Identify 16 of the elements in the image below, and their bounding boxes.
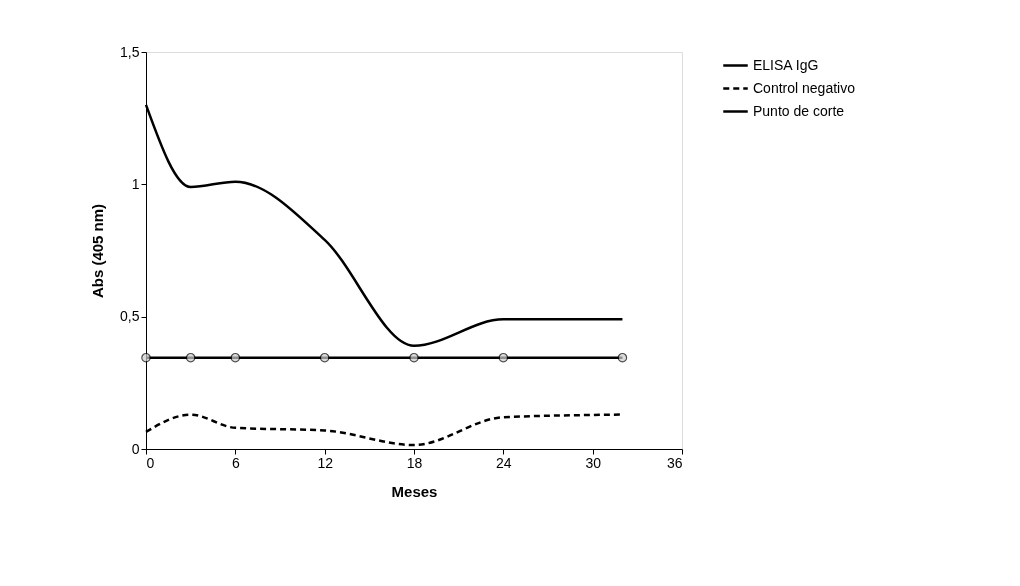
x-tick-label: 12 — [317, 454, 334, 471]
x-tick-label: 24 — [496, 454, 512, 471]
x-axis-title: Meses — [391, 482, 438, 500]
x-tick-label: 6 — [231, 454, 240, 471]
legend-label: Punto de corte — [753, 102, 845, 119]
y-tick-label: 0,5 — [120, 308, 140, 325]
y-tick-label: 1 — [131, 175, 140, 192]
legend-label: ELISA IgG — [753, 56, 819, 73]
x-tick-label: 18 — [406, 454, 423, 471]
x-tick-label: 30 — [585, 454, 602, 471]
x-tick-label: 0 — [146, 454, 155, 471]
y-tick-label: 0 — [131, 440, 140, 457]
y-axis-title: Abs (405 nm) — [89, 203, 107, 299]
legend-label: Control negativo — [753, 79, 856, 96]
y-tick-label: 1,5 — [120, 43, 140, 60]
x-tick-label: 36 — [666, 454, 683, 471]
